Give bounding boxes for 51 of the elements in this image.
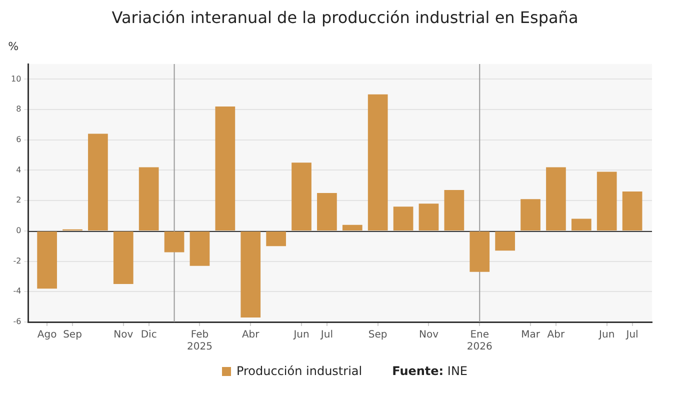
x-tick-label: Nov [418,330,439,341]
x-tick-label: Sep [368,330,388,341]
x-tick-label: Nov [114,330,134,341]
x-tick-label: Jul [625,330,638,341]
x-tick-label: Jul [320,330,333,341]
bar [470,231,490,272]
bar [317,193,337,230]
y-tick-label: 10 [10,74,22,84]
x-tick-label: Ene 2026 [466,330,492,353]
bar [240,231,261,318]
bar [164,231,184,252]
bar [444,190,464,230]
bar [495,231,515,251]
source-note: Fuente: INE [392,364,468,378]
y-tick-label: 8 [16,104,22,114]
bar [368,94,388,230]
bar [138,167,159,230]
bar [520,199,540,230]
y-tick-label: -6 [13,317,22,326]
y-tick-label: 4 [16,165,22,174]
x-tick-label: Sep [63,330,82,341]
x-tick-label: Mar [521,330,541,341]
x-tick-label: Abr [242,330,260,341]
x-tick-label: Jun [598,330,615,341]
bar [393,206,414,230]
legend-label: Producción industrial [236,364,362,378]
bar [113,231,134,284]
bar [215,106,236,230]
bar [546,167,566,230]
x-tick-label: Jun [292,330,310,341]
y-tick-label: 6 [16,134,22,144]
bar [418,204,439,230]
bar [622,191,642,230]
x-tick-label: Abr [547,330,566,341]
bar [190,231,210,266]
y-tick-label: 0 [16,226,22,236]
y-axis-title: % [8,40,19,53]
bar [266,231,286,246]
chart-title: Variación interanual de la producción industrial en España [110,8,580,29]
bar [292,162,312,230]
x-tick-label: Ago [37,330,57,341]
bar [37,231,57,289]
y-tick-label: 2 [16,196,22,205]
x-tick-label: Feb 2025 [187,330,212,353]
bar [88,134,108,230]
bar [596,172,617,230]
bar [571,218,592,230]
y-tick-label: -2 [13,256,22,266]
x-tick-label: Dic [140,330,157,341]
y-tick-label: -4 [13,286,22,296]
bar [342,224,362,230]
